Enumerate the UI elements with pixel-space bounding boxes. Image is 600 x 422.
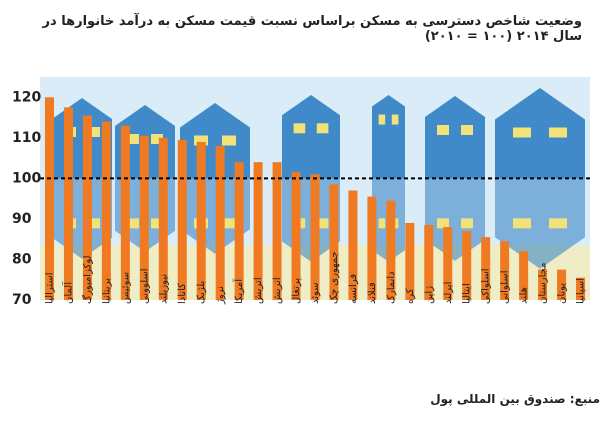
bar xyxy=(196,141,206,300)
house-window xyxy=(437,218,449,229)
house-window xyxy=(549,127,567,138)
house-window xyxy=(151,218,163,229)
bar xyxy=(481,237,491,300)
chart-title: وضعیت شاخص دسترسی به مسکن براساس نسبت قی… xyxy=(42,14,582,44)
x-tick-label: کره xyxy=(405,288,416,304)
x-tick-label: سوئد xyxy=(310,282,321,304)
x-tick-label: لوکزامبورگ xyxy=(80,255,93,304)
source-note: منبع: صندوق بین المللی پول xyxy=(430,392,600,406)
house-window xyxy=(127,218,139,229)
house-window xyxy=(194,135,208,146)
bar xyxy=(329,184,339,300)
bar xyxy=(139,135,149,300)
bar xyxy=(386,200,396,300)
house-window xyxy=(127,134,139,144)
x-tick-label: استرالیا xyxy=(44,272,55,304)
house-window xyxy=(549,218,567,229)
y-tick-label: 100 xyxy=(12,170,41,186)
bar xyxy=(500,241,510,300)
bar xyxy=(177,139,187,300)
x-tick-label: فرانسه xyxy=(348,274,359,304)
house-window xyxy=(461,218,473,229)
bar xyxy=(462,231,472,300)
house-window xyxy=(222,135,236,146)
x-tick-label: اسلواکی xyxy=(481,268,492,304)
bar xyxy=(63,107,73,300)
x-tick-label: اتریش xyxy=(253,277,264,304)
bar xyxy=(519,251,529,300)
bar xyxy=(291,172,301,300)
bar xyxy=(272,162,282,300)
bars xyxy=(44,97,586,301)
x-tick-label: دانمارک xyxy=(386,271,397,304)
bar xyxy=(215,145,225,300)
bar xyxy=(367,196,377,300)
y-tick-label: 80 xyxy=(12,251,32,267)
house-window xyxy=(437,125,449,135)
x-tick-label: ایرلند xyxy=(443,282,454,304)
bar xyxy=(348,190,358,300)
x-tick-label: پرتغال xyxy=(291,278,302,304)
y-tick-label: 70 xyxy=(12,292,32,308)
x-tick-label: نروژ xyxy=(215,286,226,305)
x-tick-label: آمریکا xyxy=(232,278,245,304)
x-tick-label: اسلوونی xyxy=(139,268,150,304)
bar xyxy=(253,162,263,300)
bar xyxy=(101,121,111,300)
bar xyxy=(424,224,434,300)
x-tick-label: ژاپن xyxy=(424,286,435,304)
x-tick-label: بلژیک xyxy=(196,281,207,304)
house-window xyxy=(378,218,386,229)
bar xyxy=(443,227,453,300)
x-tick-label: یونان xyxy=(557,283,568,304)
bar xyxy=(557,269,567,300)
house-window xyxy=(391,114,399,125)
y-tick-label: 120 xyxy=(12,89,41,105)
house-window xyxy=(461,125,473,135)
house-window xyxy=(513,218,531,229)
x-tick-label: ایتالیا xyxy=(462,283,473,304)
x-tick-label: مجارستان xyxy=(538,263,549,304)
bar xyxy=(82,115,92,300)
house-window xyxy=(316,123,329,134)
bar xyxy=(405,222,415,300)
y-tick-label: 90 xyxy=(12,211,32,227)
bar xyxy=(158,137,168,300)
x-tick-label: اسلوانی xyxy=(500,270,511,304)
house-window xyxy=(151,134,163,144)
bar xyxy=(44,97,54,300)
x-tick-label: اسپانیا xyxy=(576,278,587,304)
x-tick-label: آلمان xyxy=(61,281,74,304)
x-tick-label: کانادا xyxy=(177,283,188,304)
x-tick-label: اتریش xyxy=(272,277,283,304)
x-tick-label: بریتانیا xyxy=(101,278,112,304)
house-window xyxy=(316,218,329,229)
bar xyxy=(576,277,586,300)
house-window xyxy=(293,123,306,134)
bar xyxy=(120,125,130,301)
x-tick-label: نیوزیلند xyxy=(158,274,169,304)
x-tick-label: جمهوری چک xyxy=(329,251,340,304)
house-window xyxy=(222,218,236,229)
x-tick-label: سوئیس xyxy=(120,272,131,304)
bar xyxy=(234,162,244,300)
y-tick-label: 110 xyxy=(12,130,41,146)
x-axis-labels: استرالیا آلمان لوکزامبورگ بریتانیا سوئیس اسلو… xyxy=(44,251,586,305)
house-window xyxy=(378,114,386,125)
house-window xyxy=(88,127,100,137)
bar xyxy=(310,174,320,300)
house-window xyxy=(513,127,531,138)
house-illustration xyxy=(495,88,585,269)
bar xyxy=(538,269,548,300)
y-axis-ticks: 70 80 90 100 110 120 xyxy=(12,89,41,308)
x-tick-label: فنلاند xyxy=(367,282,378,304)
x-tick-label: هلند xyxy=(519,287,530,304)
house-window xyxy=(88,218,100,229)
